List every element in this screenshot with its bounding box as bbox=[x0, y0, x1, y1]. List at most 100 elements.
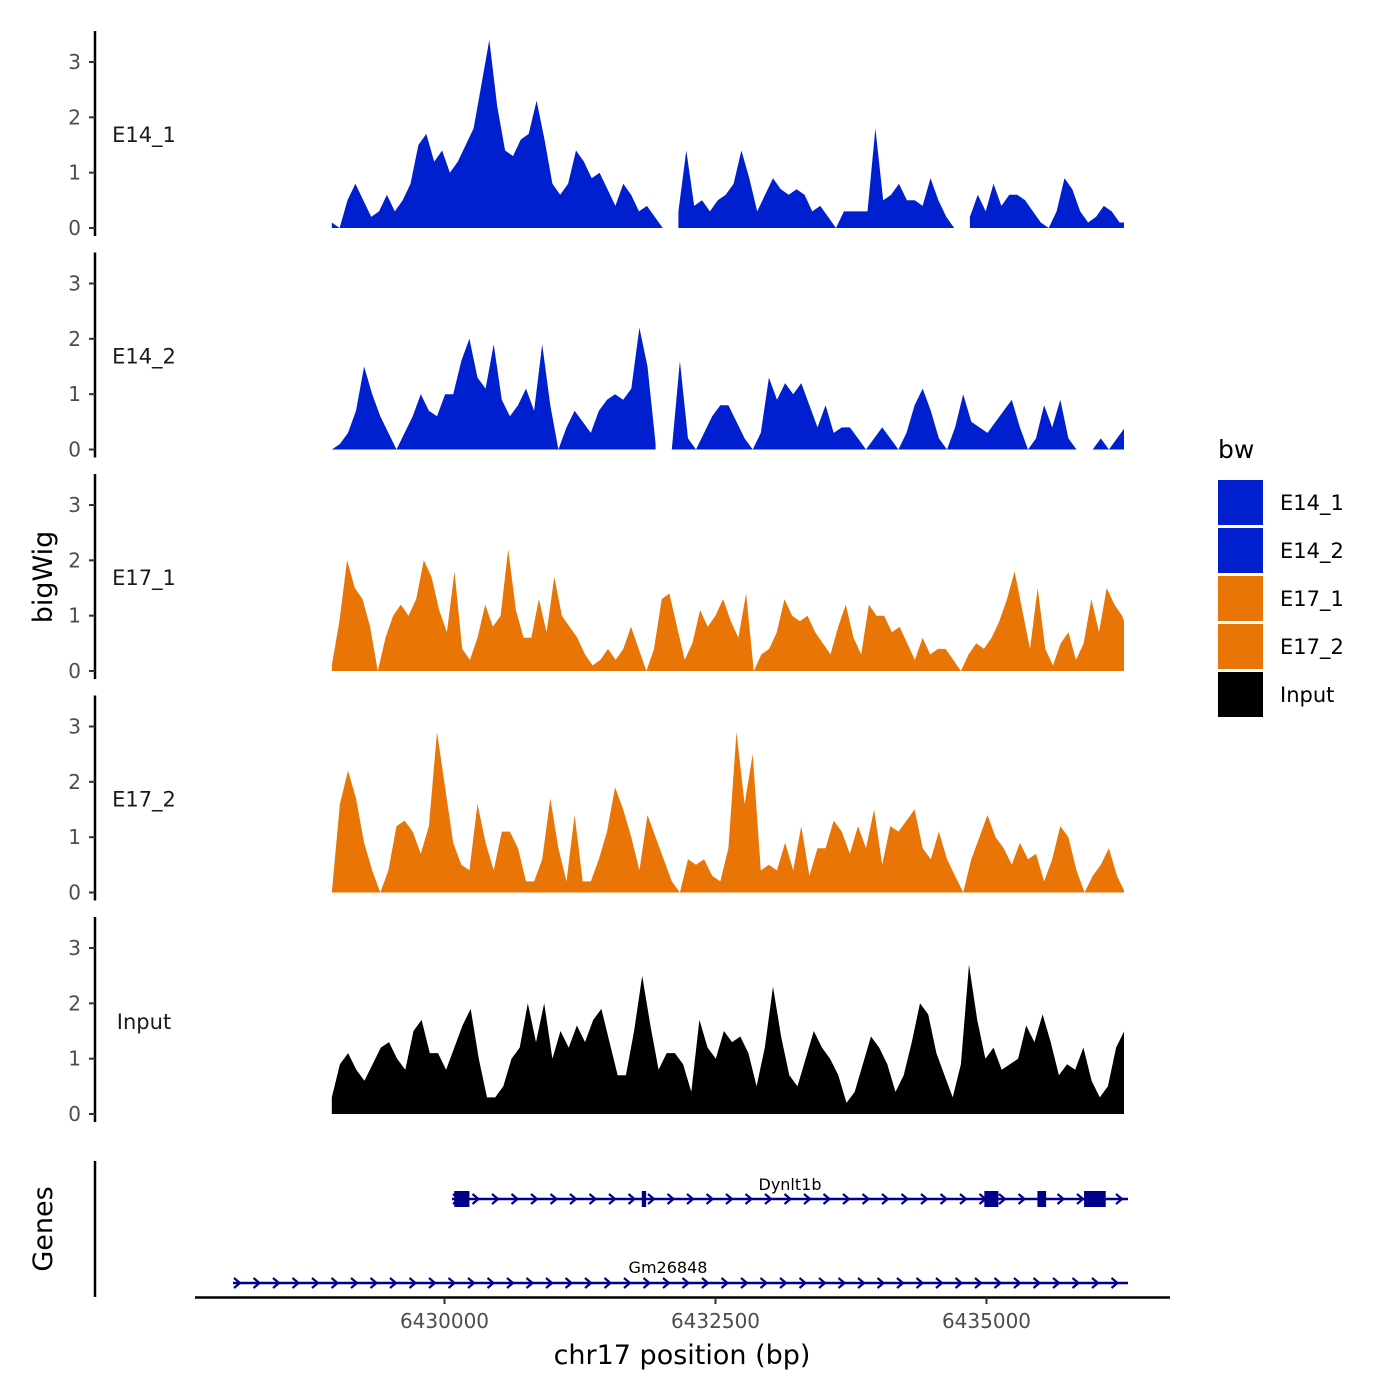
strand-arrow bbox=[900, 1193, 910, 1205]
track-input: 0 1 2 3 Input bbox=[68, 917, 1124, 1126]
gene-exon bbox=[454, 1191, 470, 1207]
strand-arrow bbox=[428, 1277, 437, 1289]
strand-arrow bbox=[798, 1277, 808, 1289]
strand-arrow bbox=[1076, 1193, 1085, 1205]
strand-arrow bbox=[1110, 1277, 1120, 1289]
strand-arrow bbox=[662, 1277, 671, 1289]
y-tick-label: 3 bbox=[68, 272, 81, 296]
strand-arrow bbox=[993, 1277, 1003, 1289]
strand-arrow bbox=[471, 1193, 481, 1205]
strand-arrow bbox=[272, 1277, 281, 1289]
strand-arrow bbox=[759, 1277, 769, 1289]
strand-arrow bbox=[350, 1277, 359, 1289]
strand-arrow bbox=[564, 1277, 574, 1289]
strand-arrow bbox=[881, 1193, 890, 1205]
track-e17-2: 0 1 2 3 E17_2 bbox=[68, 695, 1124, 905]
legend: bw E14_1 E14_2 E17_1 E17_2 Input bbox=[1218, 435, 1344, 717]
strand-arrow bbox=[740, 1277, 749, 1289]
strand-arrow bbox=[705, 1193, 715, 1205]
strand-arrow bbox=[842, 1193, 851, 1205]
gene-exon bbox=[1084, 1191, 1106, 1207]
signal-area bbox=[331, 549, 1124, 671]
signal-area bbox=[331, 732, 1124, 893]
strand-arrow bbox=[369, 1277, 379, 1289]
strand-arrow bbox=[467, 1277, 476, 1289]
y-tick-label: 0 bbox=[68, 881, 81, 905]
strand-arrow bbox=[608, 1193, 617, 1205]
strand-arrow bbox=[584, 1277, 593, 1289]
strand-arrow bbox=[510, 1193, 520, 1205]
y-tick-label: 1 bbox=[68, 161, 81, 185]
y-tick-label: 2 bbox=[68, 991, 81, 1015]
strand-arrow bbox=[291, 1277, 301, 1289]
y-tick-label: 0 bbox=[68, 1102, 81, 1126]
track-e17-1: 0 1 2 3 E17_1 bbox=[68, 474, 1124, 683]
y-tick-label: 3 bbox=[68, 715, 81, 739]
legend-key bbox=[1218, 576, 1263, 621]
strand-arrow bbox=[447, 1277, 457, 1289]
signal-area bbox=[331, 39, 663, 229]
track-label: Input bbox=[117, 1010, 171, 1034]
y-tick-label: 1 bbox=[68, 1047, 81, 1071]
strand-arrow bbox=[623, 1277, 632, 1289]
y-tick-label: 0 bbox=[68, 659, 81, 683]
strand-arrow bbox=[1017, 1193, 1027, 1205]
strand-arrow bbox=[1013, 1277, 1022, 1289]
gene-gm26848: Gm26848 bbox=[233, 1258, 1128, 1289]
signal-area bbox=[969, 178, 1124, 228]
strand-arrow bbox=[915, 1277, 925, 1289]
legend-label: E14_1 bbox=[1280, 491, 1344, 516]
gene-exon bbox=[641, 1191, 647, 1207]
strand-arrow bbox=[1052, 1277, 1061, 1289]
strand-arrow bbox=[330, 1277, 340, 1289]
strand-arrow bbox=[525, 1277, 535, 1289]
legend-key bbox=[1218, 480, 1263, 525]
gene-exon bbox=[1037, 1191, 1047, 1207]
strand-arrow bbox=[725, 1193, 734, 1205]
strand-arrow bbox=[803, 1193, 812, 1205]
strand-arrow bbox=[876, 1277, 886, 1289]
strand-arrow bbox=[530, 1193, 539, 1205]
legend-key bbox=[1218, 528, 1263, 573]
strand-arrow bbox=[1056, 1193, 1066, 1205]
strand-arrow bbox=[311, 1277, 320, 1289]
y-tick-label: 2 bbox=[68, 105, 81, 129]
gene-label: Dynlt1b bbox=[759, 1175, 822, 1194]
y-tick-label: 0 bbox=[68, 216, 81, 240]
genes-track: Dynlt1b Gm26848 bbox=[93, 1161, 1128, 1297]
track-label: E17_1 bbox=[112, 566, 176, 591]
strand-arrow bbox=[935, 1277, 944, 1289]
strand-arrow bbox=[569, 1193, 578, 1205]
signal-area bbox=[678, 128, 955, 228]
track-label: E14_1 bbox=[112, 123, 176, 148]
strand-arrow bbox=[939, 1193, 949, 1205]
strand-arrow bbox=[861, 1193, 871, 1205]
gene-label: Gm26848 bbox=[629, 1258, 708, 1277]
y-tick-label: 1 bbox=[68, 382, 81, 406]
gene-exon bbox=[984, 1191, 999, 1207]
strand-arrow bbox=[701, 1277, 710, 1289]
strand-arrow bbox=[818, 1277, 827, 1289]
y-tick-label: 0 bbox=[68, 438, 81, 462]
signal-area bbox=[1092, 428, 1124, 450]
signal-area bbox=[331, 964, 1124, 1114]
strand-arrow bbox=[549, 1193, 559, 1205]
genes-axis-title: Genes bbox=[28, 1186, 59, 1271]
strand-arrow bbox=[974, 1277, 983, 1289]
y-tick-label: 3 bbox=[68, 493, 81, 517]
signal-area bbox=[671, 361, 1077, 450]
strand-arrow bbox=[486, 1277, 496, 1289]
strand-arrow bbox=[764, 1193, 773, 1205]
signal-area bbox=[331, 327, 656, 450]
strand-arrow bbox=[603, 1277, 613, 1289]
y-tick-label: 2 bbox=[68, 327, 81, 351]
strand-arrow bbox=[252, 1277, 262, 1289]
strand-arrow bbox=[822, 1193, 832, 1205]
strand-arrow bbox=[233, 1277, 242, 1289]
strand-arrow bbox=[896, 1277, 905, 1289]
legend-key bbox=[1218, 672, 1263, 717]
strand-arrow bbox=[389, 1277, 398, 1289]
strand-arrow bbox=[998, 1193, 1007, 1205]
x-tick-label: 6430000 bbox=[400, 1309, 489, 1333]
